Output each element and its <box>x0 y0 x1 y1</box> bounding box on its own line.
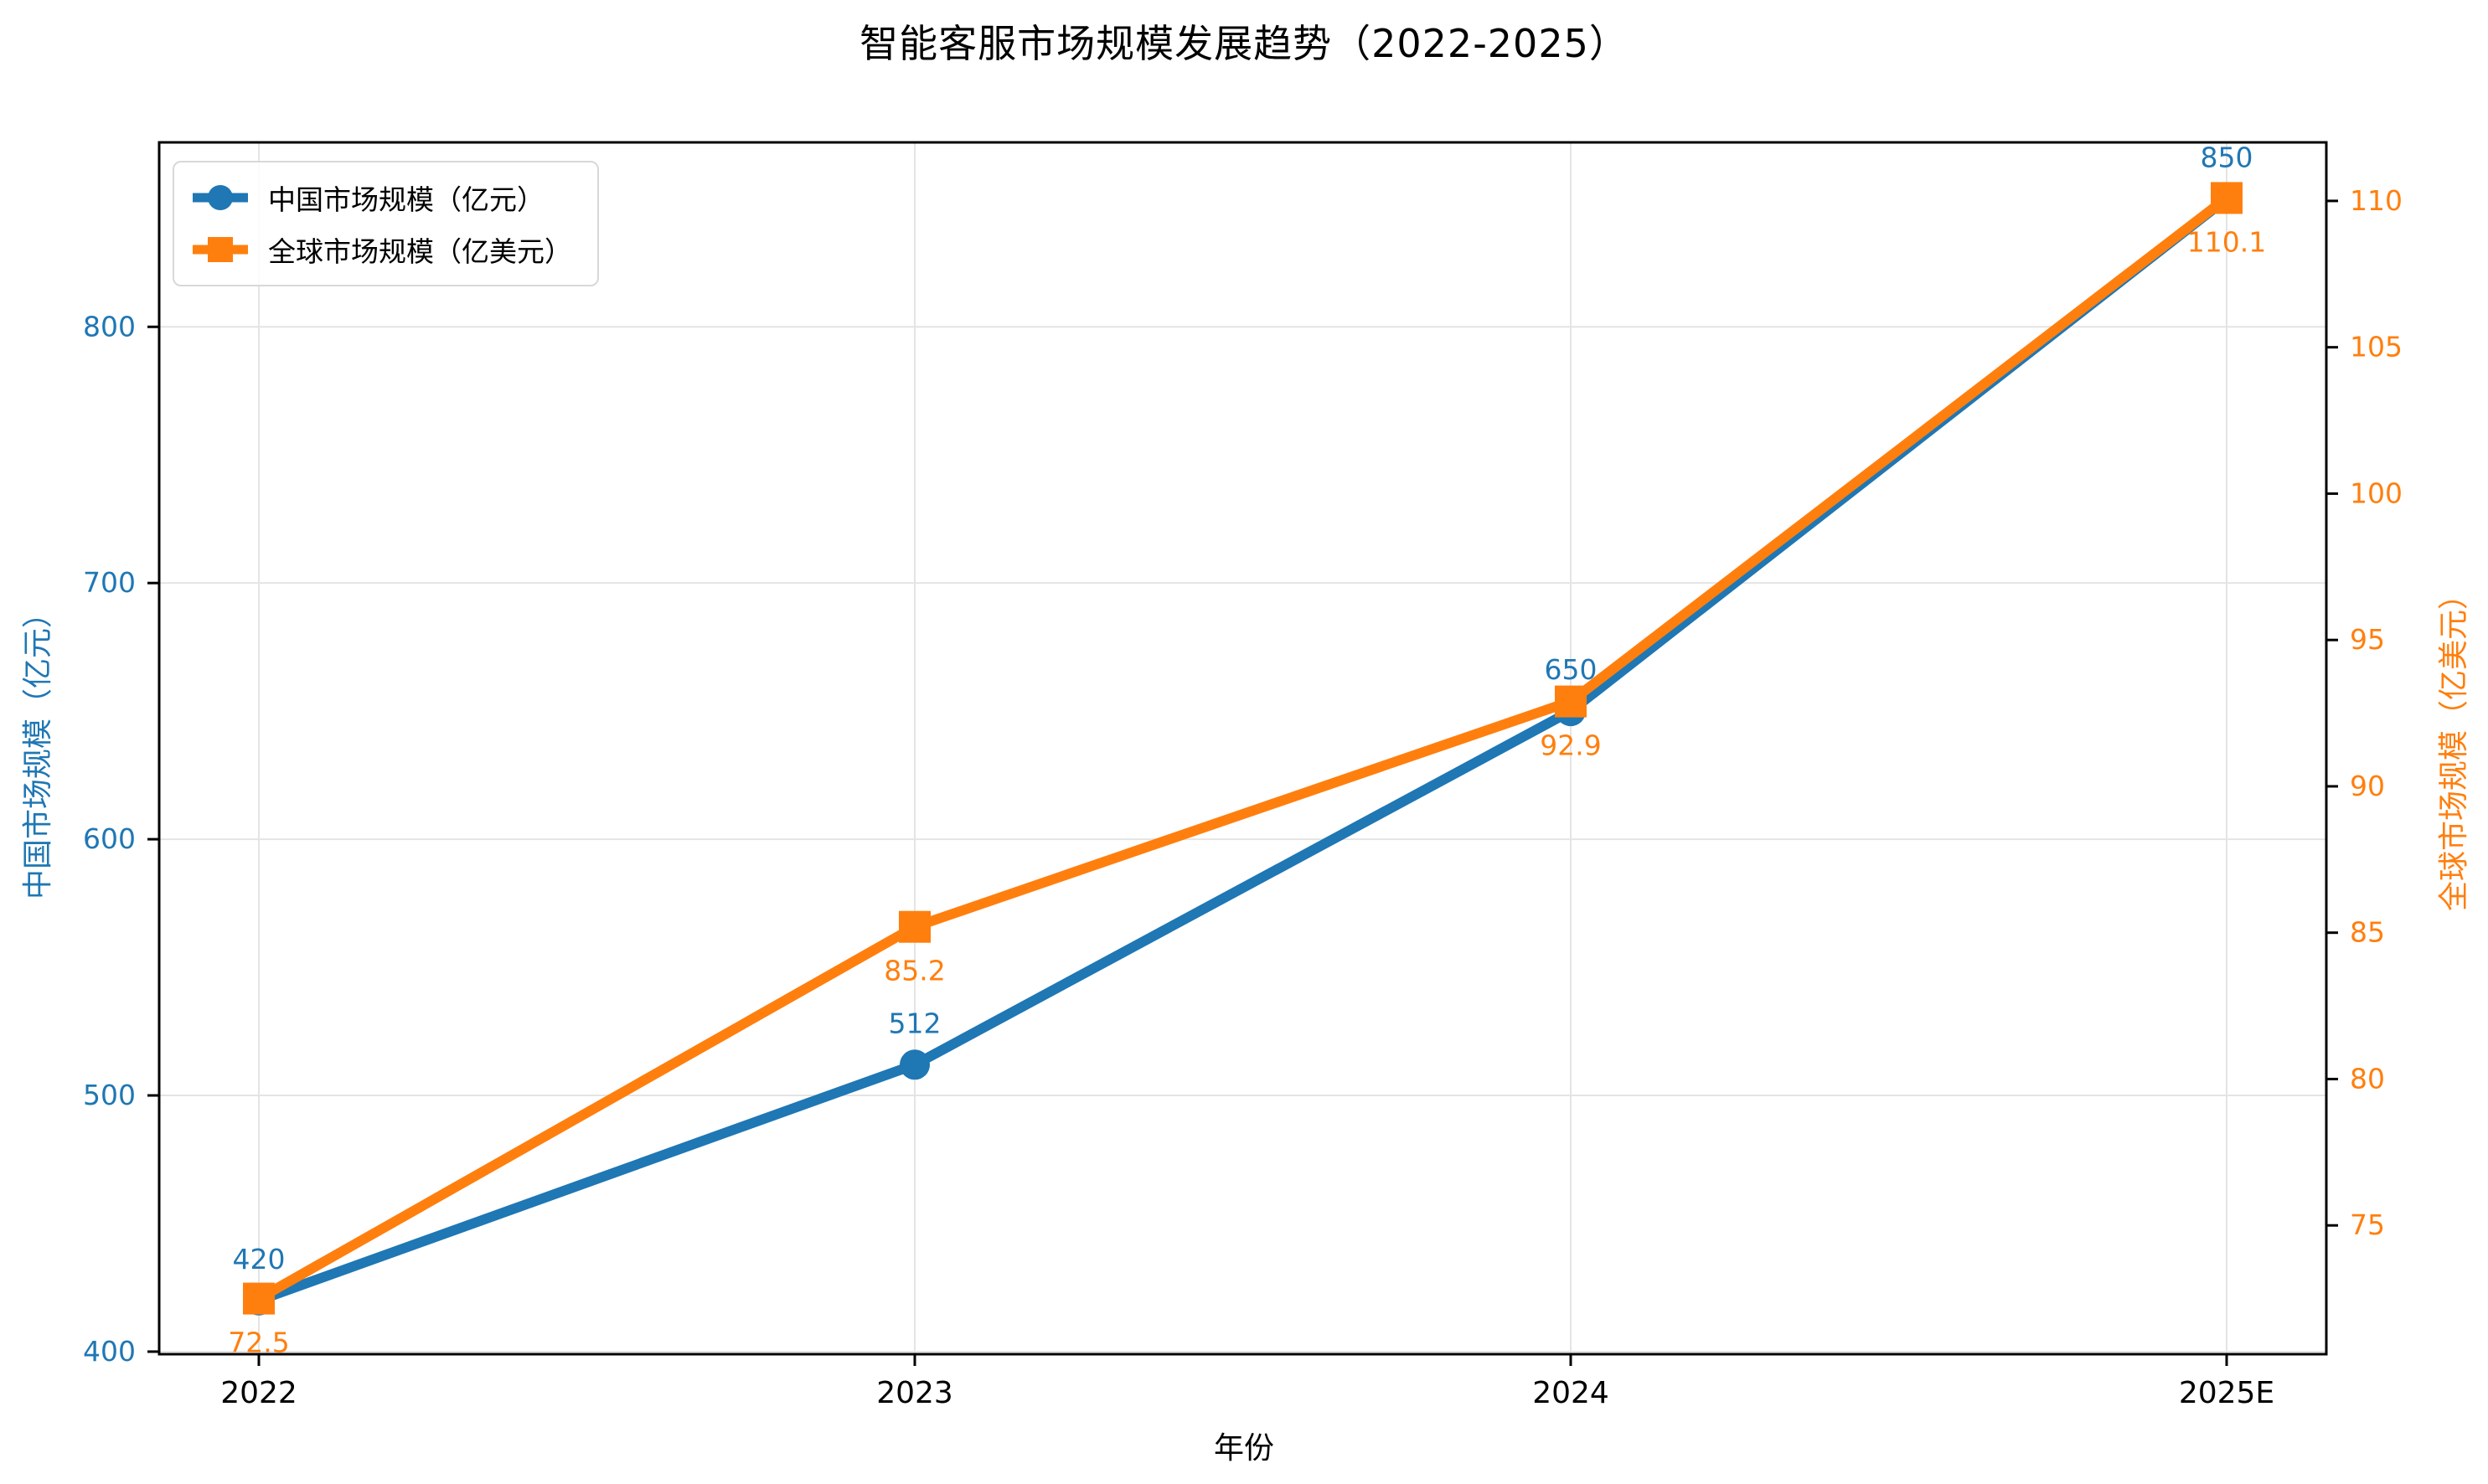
line-square-marker-icon <box>193 237 248 262</box>
right-tick-label: 95 <box>2350 623 2385 656</box>
x-axis-title: 年份 <box>1213 1431 1274 1466</box>
data-point-label: 85.2 <box>884 955 945 987</box>
right-tick-label: 100 <box>2350 477 2403 509</box>
legend-item-china: 中国市场规模（亿元） <box>191 178 572 218</box>
data-point-label: 850 <box>2201 141 2253 173</box>
data-point-square <box>2211 182 2243 214</box>
data-point-square <box>1555 685 1587 718</box>
chart-title: 智能客服市场规模发展趋势（2022-2025） <box>859 21 1629 66</box>
legend-item-global: 全球市场规模（亿美元） <box>191 229 572 270</box>
x-tick-label: 2022 <box>220 1376 297 1410</box>
left-axis-title: 中国市场规模（亿元） <box>21 597 55 900</box>
left-tick-label: 600 <box>83 822 136 855</box>
axes-spines <box>157 141 2328 1356</box>
x-tick-label: 2023 <box>876 1376 953 1410</box>
data-point-label: 650 <box>1545 653 1598 686</box>
data-point-square <box>243 1282 275 1315</box>
left-tick-label: 400 <box>83 1335 136 1368</box>
right-tick-label: 105 <box>2350 331 2403 363</box>
left-tick-label: 800 <box>83 310 136 343</box>
data-point-square <box>899 910 931 943</box>
left-tick-label: 500 <box>83 1079 136 1111</box>
legend-label-global: 全球市场规模（亿美元） <box>268 235 572 268</box>
data-point-circle <box>900 1049 930 1080</box>
data-point-label: 72.5 <box>228 1327 289 1359</box>
right-tick-label: 75 <box>2350 1208 2385 1241</box>
right-tick-label: 80 <box>2350 1062 2385 1095</box>
legend-label-china: 中国市场规模（亿元） <box>268 183 545 216</box>
line-circle-marker-icon <box>193 185 248 210</box>
x-tick-label: 2024 <box>1532 1376 1609 1410</box>
x-tick-label: 2025E <box>2179 1376 2274 1410</box>
right-tick-label: 110 <box>2350 184 2403 217</box>
right-tick-label: 90 <box>2350 770 2385 802</box>
data-point-label: 92.9 <box>1540 729 1601 762</box>
right-axis-title: 全球市场规模（亿美元） <box>2437 579 2471 912</box>
right-tick-label: 85 <box>2350 916 2385 949</box>
data-point-label: 110.1 <box>2187 225 2266 258</box>
series-line-square <box>256 193 2230 1303</box>
left-tick-label: 700 <box>83 566 136 599</box>
legend: 中国市场规模（亿元） 全球市场规模（亿美元） <box>173 161 599 286</box>
data-point-label: 420 <box>233 1243 286 1275</box>
data-point-label: 512 <box>889 1007 942 1039</box>
